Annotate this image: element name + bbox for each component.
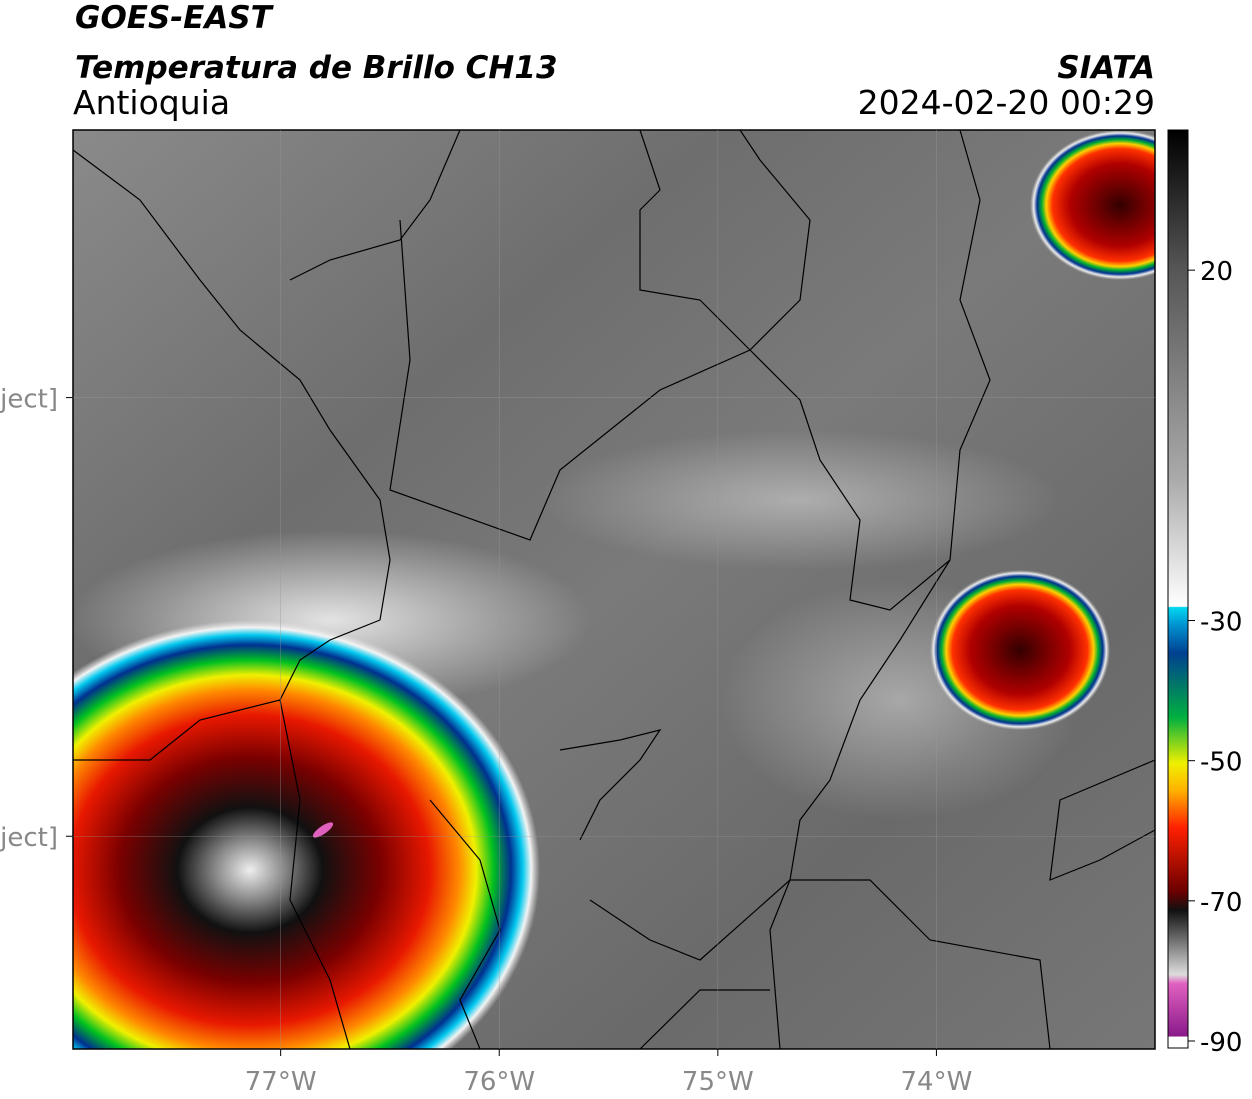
x-tick-label: 76°W — [463, 1067, 535, 1097]
title: GOES-EAST — [75, 0, 275, 36]
region: Antioquia — [73, 83, 230, 122]
y-tick-label: [object Object] — [0, 385, 58, 415]
datetime: 2024-02-20 00:29 — [858, 83, 1155, 122]
colorbar-tick-label: -30 — [1200, 608, 1242, 638]
x-tick-label: 77°W — [245, 1067, 317, 1097]
colorbar-tick-label: 20 — [1200, 257, 1233, 287]
ticks: 77°W 76°W 75°W 74°W [object Object] [object O… — [0, 130, 1242, 1097]
satellite-image — [73, 130, 1155, 1049]
colorbar-tick-label: -50 — [1200, 748, 1242, 778]
subtitle: Temperatura de Brillo CH13 — [75, 50, 558, 86]
map-frame — [72, 129, 1156, 1050]
x-tick-label: 74°W — [901, 1067, 973, 1097]
y-tick-label: [object Object] — [0, 823, 58, 853]
source: SIATA — [1057, 50, 1155, 86]
x-tick-label: 75°W — [682, 1067, 754, 1097]
colorbar — [1167, 129, 1189, 1049]
colorbar-tick-label: -90 — [1200, 1028, 1242, 1058]
colorbar-tick-label: -70 — [1200, 888, 1242, 918]
